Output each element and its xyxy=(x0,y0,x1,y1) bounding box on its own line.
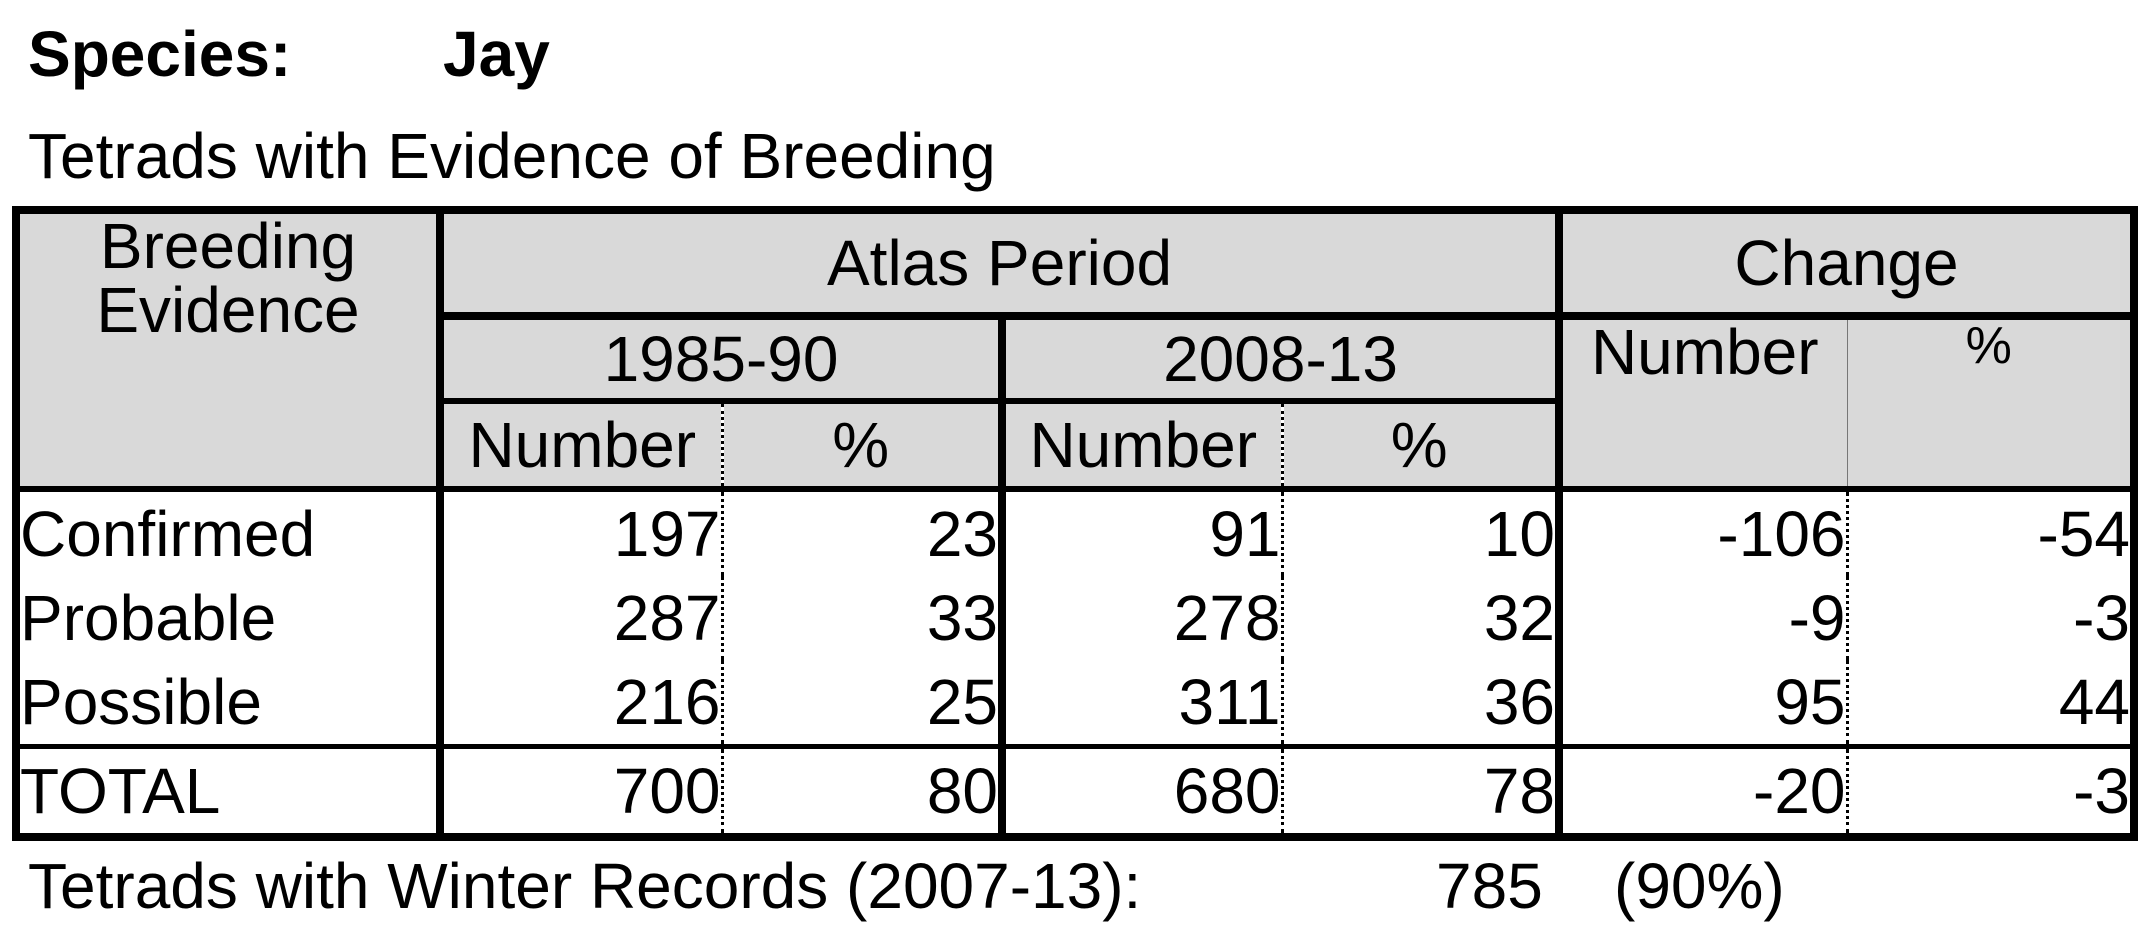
species-label: Species: xyxy=(28,18,292,90)
percent-cell: 23 xyxy=(720,489,1006,576)
total-number-cell: 680 xyxy=(1002,744,1282,841)
change-percent-header: % xyxy=(1846,316,2138,492)
change-number-cell: -9 xyxy=(1788,582,1846,654)
number-cell: 311 xyxy=(1178,666,1281,738)
number-header-2008: Number xyxy=(1002,401,1282,492)
change-percent-cell: -3 xyxy=(1845,576,2138,660)
percent-header-1985: % xyxy=(720,401,1006,492)
header-row-2: 1985-90 2008-13 Number % xyxy=(16,316,2138,492)
period-2008-13-header: 2008-13 xyxy=(1002,316,1563,404)
number-header-1985: Number xyxy=(440,401,722,492)
header-row-1: Breeding Evidence Atlas Period Change xyxy=(12,206,2138,492)
total-percent-cell: 78 xyxy=(1280,744,1563,841)
change-percent-cell: 44 xyxy=(1845,660,2138,747)
percent-cell: 25 xyxy=(720,660,1006,747)
row-label: Possible xyxy=(12,660,444,747)
breeding-evidence-header-line1: Breeding xyxy=(99,210,357,282)
change-number-header: Number xyxy=(1559,316,1847,492)
table-title: Tetrads with Evidence of Breeding xyxy=(28,120,996,192)
percent-cell: 33 xyxy=(720,576,1006,660)
species-name: Jay xyxy=(443,18,550,90)
total-change-number-cell: -20 xyxy=(1559,744,1847,841)
atlas-period-header: Atlas Period xyxy=(440,206,1563,320)
total-number-cell: 700 xyxy=(440,744,722,841)
total-row: TOTAL 700 80 680 78 -20 -3 xyxy=(12,744,2138,841)
change-percent-cell: -54 xyxy=(1845,489,2138,576)
change-number-cell: 95 xyxy=(1774,666,1846,738)
winter-records-label: Tetrads with Winter Records (2007-13): xyxy=(28,850,1142,922)
period-1985-90-header: 1985-90 xyxy=(440,316,1006,404)
row-label: Confirmed xyxy=(12,489,444,576)
percent-cell: 32 xyxy=(1280,576,1563,660)
breeding-evidence-table: Breeding Evidence Atlas Period Change 19… xyxy=(12,206,2138,841)
table-row: Confirmed 197 23 91 10 -106 -54 xyxy=(12,489,2138,576)
winter-records-percent: (90%) xyxy=(1614,850,1785,922)
change-number-cell: -106 xyxy=(1717,498,1846,570)
breeding-evidence-header: Breeding Evidence xyxy=(12,206,444,492)
percent-header-2008: % xyxy=(1280,401,1563,492)
winter-records-count: 785 xyxy=(1436,850,1543,922)
number-cell: 278 xyxy=(1173,582,1281,654)
number-cell: 197 xyxy=(613,498,721,570)
breeding-evidence-header-line2: Evidence xyxy=(96,274,360,346)
percent-cell: 36 xyxy=(1280,660,1563,747)
number-cell: 91 xyxy=(1209,498,1281,570)
percent-cell: 10 xyxy=(1280,489,1563,576)
total-change-percent-cell: -3 xyxy=(1845,744,2138,841)
total-label: TOTAL xyxy=(12,744,444,841)
table-row: Probable 287 33 278 32 -9 -3 xyxy=(12,576,2138,660)
number-cell: 216 xyxy=(613,666,721,738)
header-row-3: Number % Number % xyxy=(16,401,2134,492)
number-cell: 287 xyxy=(613,582,721,654)
table-row: Possible 216 25 311 36 95 44 xyxy=(12,660,2138,747)
row-label: Probable xyxy=(12,576,444,660)
change-header: Change xyxy=(1559,206,2138,320)
total-percent-cell: 80 xyxy=(720,744,1006,841)
species-heading: Species: Jay xyxy=(28,18,550,90)
